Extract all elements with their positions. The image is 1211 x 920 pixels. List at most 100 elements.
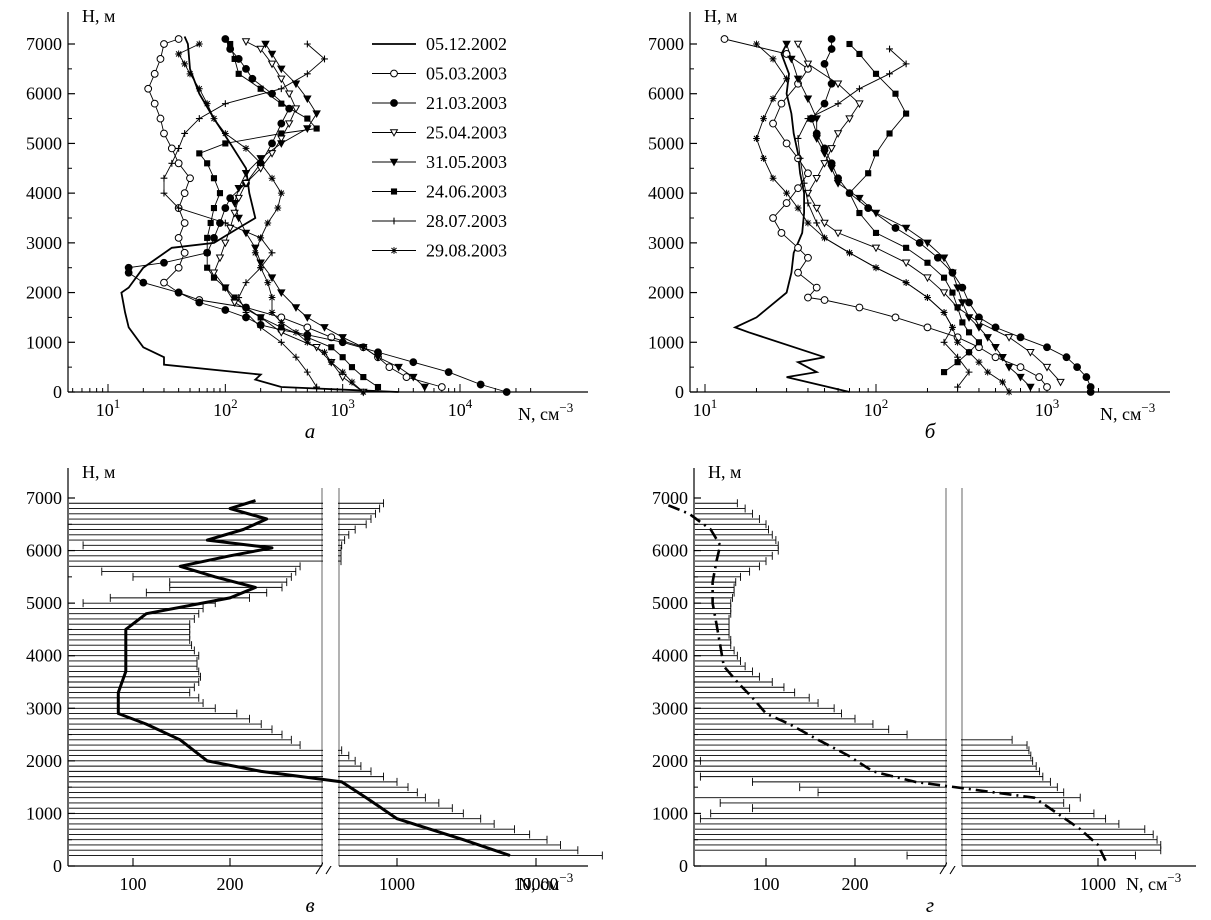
- data-point: [833, 130, 843, 138]
- data-point: [312, 110, 321, 119]
- error-bar: [695, 567, 751, 576]
- data-point: [796, 154, 804, 162]
- data-point: [939, 289, 949, 298]
- data-point: [226, 194, 235, 203]
- error-bar: [695, 672, 760, 681]
- data-point: [327, 358, 335, 366]
- error-bar: [69, 546, 342, 555]
- error-bar: [695, 725, 890, 734]
- data-point: [856, 209, 863, 217]
- data-point: [328, 344, 335, 351]
- x-tick-label: 100: [753, 874, 780, 894]
- data-point: [954, 359, 961, 366]
- y-tick-label: 1000: [652, 803, 688, 823]
- data-point: [221, 130, 229, 137]
- error-bar: [695, 530, 773, 539]
- data-point: [180, 219, 189, 227]
- data-point: [964, 314, 974, 322]
- y-tick-label: 7000: [648, 34, 684, 54]
- series-05.03.2003: [144, 35, 446, 391]
- data-point: [1086, 383, 1095, 391]
- x-axis-title: N, см−3: [1100, 400, 1155, 424]
- error-bar: [710, 809, 1095, 818]
- data-point: [291, 80, 301, 89]
- series-line: [120, 36, 399, 393]
- legend-marker: [389, 129, 399, 137]
- legend-entry: 28.07.2003: [372, 211, 507, 231]
- data-point: [160, 40, 168, 48]
- data-point: [804, 199, 812, 207]
- data-point: [444, 368, 453, 377]
- series-line: [811, 39, 1092, 392]
- data-point: [204, 249, 211, 256]
- data-point: [359, 344, 368, 352]
- data-point: [174, 159, 183, 168]
- series-05.12.2002: [732, 43, 850, 393]
- error-bar: [695, 509, 753, 518]
- legend-label: 31.05.2003: [426, 152, 507, 172]
- data-point: [242, 309, 250, 316]
- data-point: [257, 85, 264, 92]
- data-point: [207, 219, 214, 227]
- data-point: [139, 278, 148, 287]
- data-point: [215, 254, 225, 263]
- data-point: [940, 338, 948, 346]
- data-point: [257, 159, 265, 167]
- y-axis-title: H, м: [82, 462, 115, 482]
- error-bar: [699, 814, 1107, 823]
- legend-label: 28.07.2003: [426, 211, 507, 231]
- data-point: [437, 383, 446, 391]
- data-point: [782, 139, 791, 148]
- y-tick-label: 5000: [648, 133, 684, 153]
- data-point: [268, 174, 276, 182]
- data-point: [359, 388, 367, 396]
- error-bar: [752, 777, 1051, 786]
- legend-label: 24.06.2003: [426, 182, 507, 202]
- data-point: [821, 234, 828, 242]
- data-point: [820, 99, 829, 108]
- y-tick-label: 5000: [26, 133, 62, 153]
- data-point: [277, 140, 286, 148]
- data-point: [502, 388, 511, 396]
- data-point: [827, 35, 836, 43]
- data-point: [303, 323, 312, 332]
- data-point: [476, 380, 485, 389]
- data-point: [1042, 363, 1052, 372]
- data-point: [901, 224, 911, 233]
- data-point: [210, 175, 218, 182]
- legend-label: 05.03.2003: [426, 64, 507, 84]
- data-point: [291, 105, 301, 114]
- data-point: [833, 229, 843, 238]
- panel-label: в: [305, 893, 314, 917]
- data-point: [230, 199, 239, 208]
- data-point: [402, 373, 411, 381]
- data-point: [174, 35, 183, 43]
- data-point: [794, 243, 802, 252]
- error-bar: [695, 614, 730, 623]
- y-tick-label: 5000: [26, 593, 62, 613]
- data-point: [278, 324, 285, 331]
- series-25.04.2003: [793, 40, 1065, 387]
- data-point: [175, 50, 183, 58]
- error-bar: [695, 819, 1120, 828]
- data-point: [204, 160, 211, 167]
- y-tick-label: 3000: [26, 698, 62, 718]
- legend-marker: [390, 69, 398, 78]
- data-point: [827, 165, 836, 173]
- error-bar: [695, 730, 908, 739]
- error-bar: [69, 730, 283, 739]
- data-point: [167, 144, 176, 153]
- data-point: [846, 190, 853, 197]
- data-point: [374, 383, 382, 391]
- error-bar: [69, 693, 200, 702]
- data-point: [954, 353, 961, 361]
- error-bar: [69, 699, 204, 708]
- data-point: [803, 95, 813, 104]
- data-point: [891, 313, 900, 322]
- break-gap: [947, 488, 961, 866]
- error-bar: [695, 667, 753, 676]
- data-point: [168, 159, 176, 167]
- data-point: [902, 279, 910, 287]
- data-point: [186, 174, 194, 183]
- x-tick-label: 101: [96, 396, 121, 420]
